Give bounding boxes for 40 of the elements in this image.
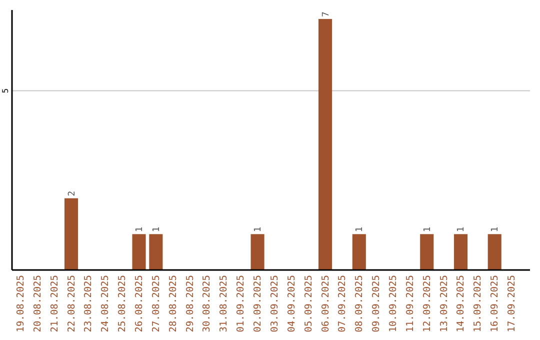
x-tick-label: 02.09.2025: [252, 275, 264, 332]
x-tick-label: 07.09.2025: [337, 275, 348, 332]
x-tick-label: 19.08.2025: [15, 275, 26, 332]
x-tick-label: 31.08.2025: [218, 275, 230, 332]
data-label: 1: [355, 226, 366, 232]
x-tick-label: 06.09.2025: [320, 275, 332, 332]
x-tick-label: 15.09.2025: [472, 275, 484, 332]
x-tick-label: 28.08.2025: [168, 275, 179, 332]
x-tick-label: 04.09.2025: [286, 275, 298, 332]
data-label: 1: [254, 226, 264, 232]
data-label: 1: [456, 226, 467, 232]
data-label: 1: [490, 226, 501, 232]
x-tick-label: 10.09.2025: [388, 275, 399, 332]
data-label: 7: [321, 12, 332, 17]
x-tick-label: 21.08.2025: [49, 275, 60, 332]
x-tick-label: 08.09.2025: [354, 275, 366, 332]
x-tick-label: 01.09.2025: [236, 275, 247, 332]
x-tick-label: 27.08.2025: [150, 275, 162, 332]
data-label: 1: [422, 226, 433, 232]
x-tick-label: 23.08.2025: [83, 275, 94, 332]
x-tick-label: 25.08.2025: [117, 275, 128, 332]
x-tick-label: 05.09.2025: [303, 275, 314, 332]
x-tick-label: 11.09.2025: [404, 275, 416, 332]
x-tick-label: 14.09.2025: [456, 275, 467, 332]
x-tick-label: 17.09.2025: [506, 275, 518, 332]
x-tick-label: 03.09.2025: [269, 275, 280, 332]
x-tick-label: 29.08.2025: [184, 275, 196, 332]
x-tick-label: 26.08.2025: [134, 275, 145, 332]
x-tick-label: 12.09.2025: [422, 275, 433, 332]
y-tick-label: 5: [1, 88, 10, 94]
x-tick-label: 09.09.2025: [371, 275, 382, 332]
x-tick-label: 13.09.2025: [438, 275, 450, 332]
x-tick-label: 22.08.2025: [66, 275, 78, 332]
data-label: 1: [152, 226, 162, 232]
x-tick-label: 30.08.2025: [202, 275, 213, 332]
x-tick-label: 20.08.2025: [32, 275, 44, 332]
data-label: 2: [67, 190, 78, 196]
data-label: 1: [135, 226, 145, 232]
x-tick-label: 24.08.2025: [100, 275, 112, 332]
x-tick-label: 16.09.2025: [490, 275, 501, 332]
